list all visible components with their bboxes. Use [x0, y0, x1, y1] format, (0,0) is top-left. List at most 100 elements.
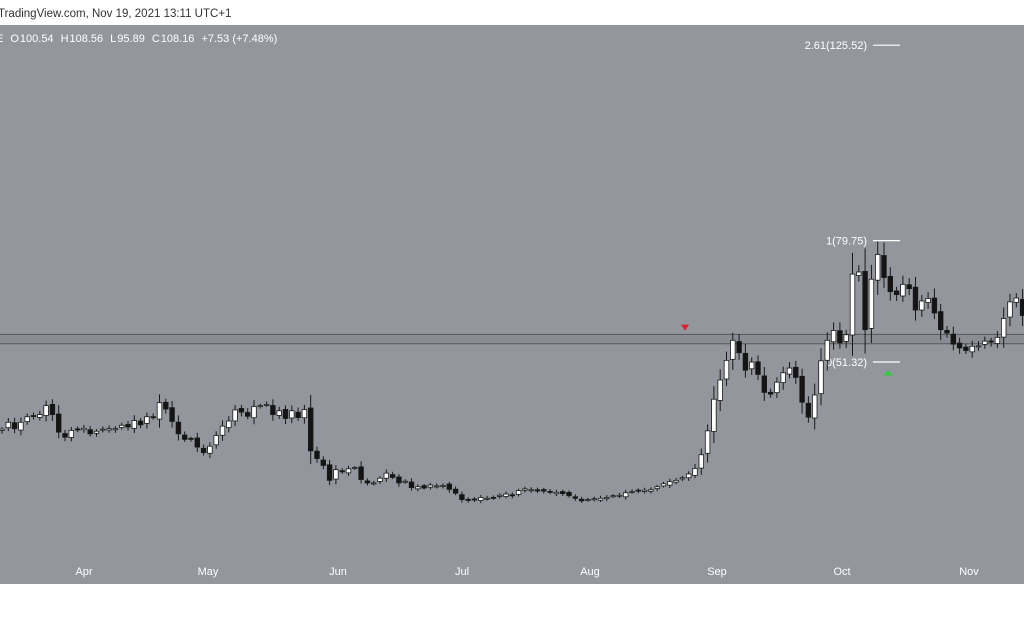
candle [830, 322, 837, 350]
candle [207, 442, 213, 459]
legend-high-value: 108.56 [69, 33, 104, 45]
candle-body-up [0, 428, 5, 431]
candle-body-down [188, 437, 194, 440]
candle [856, 265, 862, 282]
candle-body-down [893, 290, 900, 296]
legend-symbol-prefix: E [0, 33, 3, 45]
candle-body-down [30, 415, 37, 417]
candle [11, 417, 18, 434]
candle [906, 278, 912, 296]
chart-pane[interactable]: 2.61(125.52)1(79.75)0(51.32) EO100.54H10… [0, 25, 1024, 558]
candle-body-down [793, 366, 799, 378]
candle [566, 490, 572, 498]
candle [307, 394, 314, 465]
candle-body-up [37, 414, 43, 418]
candle [119, 422, 125, 430]
candle-body-up [730, 339, 736, 360]
candle-body-down [490, 496, 497, 499]
candle [194, 432, 200, 452]
candle-body-up [648, 489, 654, 492]
time-tick-label: Jun [329, 566, 347, 578]
candle [849, 252, 856, 356]
candle [623, 489, 629, 500]
candle [780, 366, 786, 390]
ohlc-legend: EO100.54 H108.56 L95.89 C108.16 +7.53 (+7.48… [0, 33, 284, 45]
candle [1001, 307, 1007, 348]
candle [591, 496, 597, 502]
candle [604, 495, 610, 502]
candle [572, 494, 578, 501]
candle-body-down [1019, 298, 1024, 316]
candle-body-up [856, 271, 862, 276]
candle-body-up [131, 420, 137, 429]
candle-body-down [944, 329, 950, 334]
time-axis[interactable]: Apr May Jun Jul Aug Sep Oct Nov [0, 558, 1024, 584]
candle [377, 476, 383, 484]
candle [30, 412, 37, 420]
candle [717, 369, 723, 412]
time-tick-label: Aug [580, 566, 600, 578]
candle [163, 398, 169, 414]
candle-body-up [43, 405, 49, 416]
candle-body-down [452, 488, 459, 494]
candle-body-down [163, 401, 169, 410]
candle-body-up [276, 410, 282, 416]
candle-body-down [238, 408, 245, 413]
candle-body-up [919, 300, 925, 311]
candle-body-up [377, 477, 383, 482]
candle-body-down [125, 424, 131, 428]
candle [188, 436, 194, 442]
candle-body-down [837, 330, 843, 344]
candle [761, 366, 767, 401]
fib-level-label: 1(79.75) [826, 236, 867, 248]
candle-body-up [994, 336, 1001, 344]
candle-body-down [320, 459, 326, 466]
candle [585, 497, 591, 502]
candle-body-up [496, 494, 503, 497]
candle-body-up [969, 345, 975, 353]
candle [74, 426, 81, 433]
candle [282, 405, 289, 424]
footer-area [0, 584, 1024, 618]
legend-change-value: +7.53 (+7.48%) [201, 33, 278, 45]
candle-body-down [938, 311, 944, 331]
candle-body-up [774, 381, 780, 394]
candle-body-down [181, 434, 188, 440]
candle [793, 360, 799, 385]
candle [1019, 289, 1024, 326]
candle [137, 417, 144, 429]
fib-level-label: 2.61(125.52) [805, 40, 867, 52]
candle-body-up [975, 345, 982, 348]
candle [175, 415, 182, 441]
candle-body-down [761, 375, 767, 393]
candle [484, 495, 490, 501]
candle [339, 468, 345, 474]
candle-body-up [522, 488, 528, 491]
candle [635, 488, 641, 494]
candle-body-up [623, 492, 629, 498]
candle [736, 333, 742, 360]
candle-body-up [597, 497, 604, 501]
candle [528, 487, 534, 493]
candle [100, 426, 106, 433]
candle [496, 493, 503, 499]
candle-body-up [333, 469, 339, 480]
candlestick-chart[interactable]: 2.61(125.52) 1(79.75) 0(51.32) [0, 25, 1024, 558]
candle-body-down [270, 405, 276, 416]
candle [440, 483, 446, 489]
candle-body-up [849, 273, 856, 336]
candle-body-down [805, 402, 812, 418]
candle [270, 399, 276, 421]
candle-body-up [301, 409, 308, 419]
candle [490, 495, 497, 500]
candle-body-up [812, 394, 818, 419]
candle [875, 241, 881, 295]
candle [49, 399, 56, 421]
candle [610, 494, 616, 498]
candle [389, 471, 396, 480]
candle [1013, 293, 1019, 308]
candle [534, 487, 541, 493]
candle-body-up [660, 483, 667, 487]
candle-body-down [465, 498, 471, 501]
time-tick-label: Nov [959, 566, 979, 578]
